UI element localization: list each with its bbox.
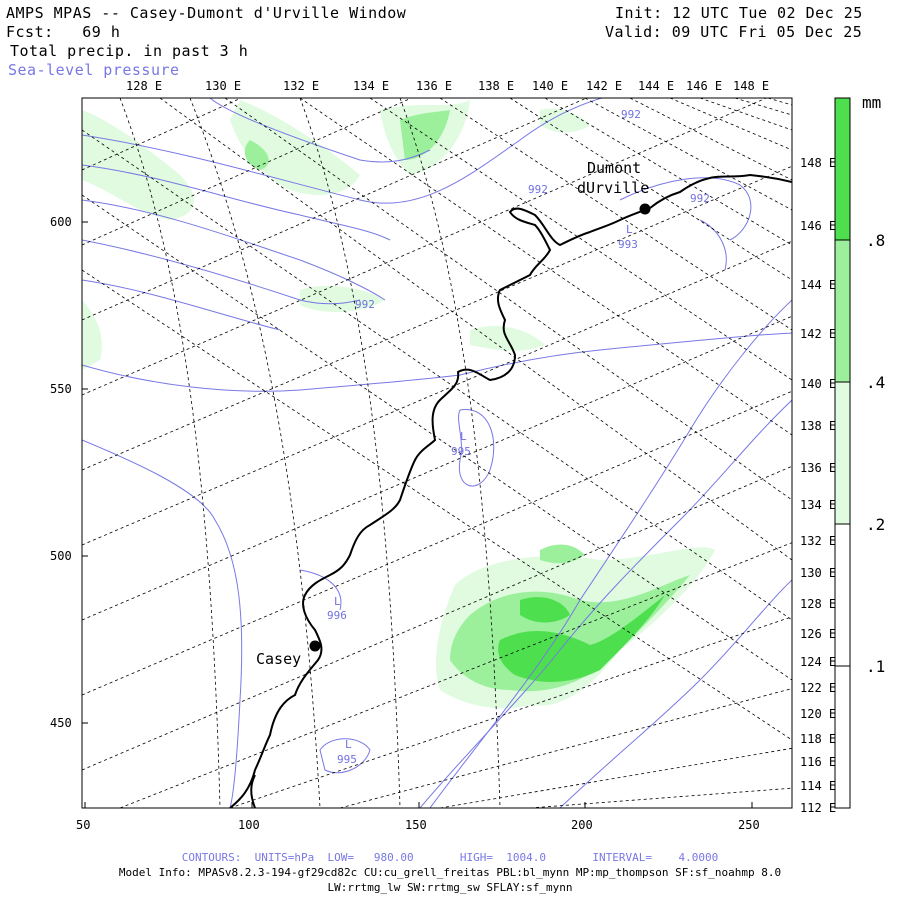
isobar-label: 995 bbox=[337, 753, 357, 766]
lon-label: 112 E bbox=[800, 801, 836, 815]
lon-label: 116 E bbox=[800, 755, 836, 769]
lon-label: 128 E bbox=[126, 79, 162, 93]
legend-swatch bbox=[834, 97, 851, 241]
isobars bbox=[82, 98, 792, 808]
legend-swatch bbox=[834, 523, 851, 667]
forecast-hour: Fcst: 69 h bbox=[6, 23, 121, 41]
y-tick-label: 600 bbox=[50, 215, 72, 229]
isobar-label: 995 bbox=[451, 445, 471, 458]
map-title: AMPS MPAS -- Casey-Dumont d'Urville Wind… bbox=[6, 4, 407, 22]
model-info: Model Info: MPASv8.2.3-194-gf29cd82c CU:… bbox=[118, 866, 782, 879]
y-tick-label: 550 bbox=[50, 382, 72, 396]
isobar-label: L bbox=[626, 223, 633, 236]
lon-label: 140 E bbox=[532, 79, 568, 93]
lon-label: 136 E bbox=[416, 79, 452, 93]
field-name: Total precip. in past 3 h bbox=[10, 42, 249, 60]
y-tick-label: 450 bbox=[50, 716, 72, 730]
precip-legend: mm .8 .4 .2 .1 bbox=[834, 93, 885, 809]
precip-shading bbox=[82, 100, 715, 709]
isobar-label: 996 bbox=[327, 609, 347, 622]
x-tick-label: 50 bbox=[76, 818, 90, 832]
lon-label: 126 E bbox=[800, 627, 836, 641]
legend-swatch bbox=[834, 665, 851, 809]
valid-time: Valid: 09 UTC Fri 05 Dec 25 bbox=[605, 23, 863, 41]
init-time: Init: 12 UTC Tue 02 Dec 25 bbox=[615, 4, 863, 22]
lon-label: 132 E bbox=[800, 534, 836, 548]
bottom-axis: 50 100 150 200 250 bbox=[76, 802, 760, 832]
place-label-dumont: Dumont bbox=[587, 159, 641, 177]
stations bbox=[309, 203, 651, 652]
lon-label: 138 E bbox=[800, 419, 836, 433]
isobar-label: 992 bbox=[690, 192, 710, 205]
isobar-label: 992 bbox=[355, 298, 375, 311]
lon-label: 130 E bbox=[800, 566, 836, 580]
lon-label: 144 E bbox=[638, 79, 674, 93]
casey-marker bbox=[309, 640, 321, 652]
lon-label: 148 E bbox=[800, 156, 836, 170]
legend-swatch bbox=[834, 239, 851, 383]
isobar-label: 993 bbox=[618, 238, 638, 251]
model-info-physics: LW:rrtmg_lw SW:rrtmg_sw SFLAY:sf_mynn bbox=[327, 881, 573, 894]
isobar-label: 992 bbox=[528, 183, 548, 196]
lon-label: 124 E bbox=[800, 655, 836, 669]
isobar-label: 992 bbox=[621, 108, 641, 121]
right-lon-labels: 148 E 146 E 144 E 142 E 140 E 138 E 136 … bbox=[800, 156, 836, 815]
lon-label: 142 E bbox=[586, 79, 622, 93]
lon-label: 130 E bbox=[205, 79, 241, 93]
isobar-labels: 992 992 992 992 995 995 L 993 L 996 L L bbox=[327, 108, 710, 766]
plot-frame bbox=[81, 97, 793, 809]
lon-label: 134 E bbox=[353, 79, 389, 93]
lon-label: 136 E bbox=[800, 461, 836, 475]
left-axis: 600 550 500 450 bbox=[50, 215, 88, 730]
lon-label: 138 E bbox=[478, 79, 514, 93]
overlay-name: Sea-level pressure bbox=[8, 61, 180, 79]
legend-label: .8 bbox=[866, 231, 885, 250]
lon-label: 142 E bbox=[800, 327, 836, 341]
lon-label: 140 E bbox=[800, 377, 836, 391]
place-label-durville: dUrville bbox=[577, 179, 649, 197]
x-tick-label: 200 bbox=[571, 818, 593, 832]
y-tick-label: 500 bbox=[50, 549, 72, 563]
lon-label: 132 E bbox=[283, 79, 319, 93]
top-lon-labels: 128 E 130 E 132 E 134 E 136 E 138 E 140 … bbox=[126, 79, 769, 93]
x-tick-label: 100 bbox=[238, 818, 260, 832]
lon-label: 120 E bbox=[800, 707, 836, 721]
lon-label: 114 E bbox=[800, 779, 836, 793]
lon-label: 148 E bbox=[733, 79, 769, 93]
isobar-label: L bbox=[460, 430, 467, 443]
contours-info: CONTOURS: UNITS=hPa LOW= 980.00 HIGH= 10… bbox=[181, 851, 719, 864]
x-tick-label: 150 bbox=[405, 818, 427, 832]
isobar-label: L bbox=[345, 738, 352, 751]
lon-label: 134 E bbox=[800, 498, 836, 512]
lon-label: 146 E bbox=[800, 219, 836, 233]
x-tick-label: 250 bbox=[738, 818, 760, 832]
legend-swatch bbox=[834, 381, 851, 525]
lon-label: 128 E bbox=[800, 597, 836, 611]
legend-label: .2 bbox=[866, 515, 885, 534]
place-labels: Dumont dUrville Casey bbox=[256, 159, 649, 668]
place-label-casey: Casey bbox=[256, 650, 301, 668]
lon-label: 118 E bbox=[800, 732, 836, 746]
legend-unit: mm bbox=[862, 93, 881, 112]
lon-label: 122 E bbox=[800, 681, 836, 695]
graticule bbox=[82, 98, 792, 808]
lon-label: 146 E bbox=[686, 79, 722, 93]
map-plot-area: 992 992 992 992 995 995 L 993 L 996 L L … bbox=[82, 98, 792, 808]
lon-label: 144 E bbox=[800, 278, 836, 292]
isobar-label: L bbox=[334, 595, 341, 608]
legend-label: .1 bbox=[866, 657, 885, 676]
legend-label: .4 bbox=[866, 373, 885, 392]
dumont-durville-marker bbox=[639, 203, 651, 215]
coastline bbox=[229, 173, 792, 808]
